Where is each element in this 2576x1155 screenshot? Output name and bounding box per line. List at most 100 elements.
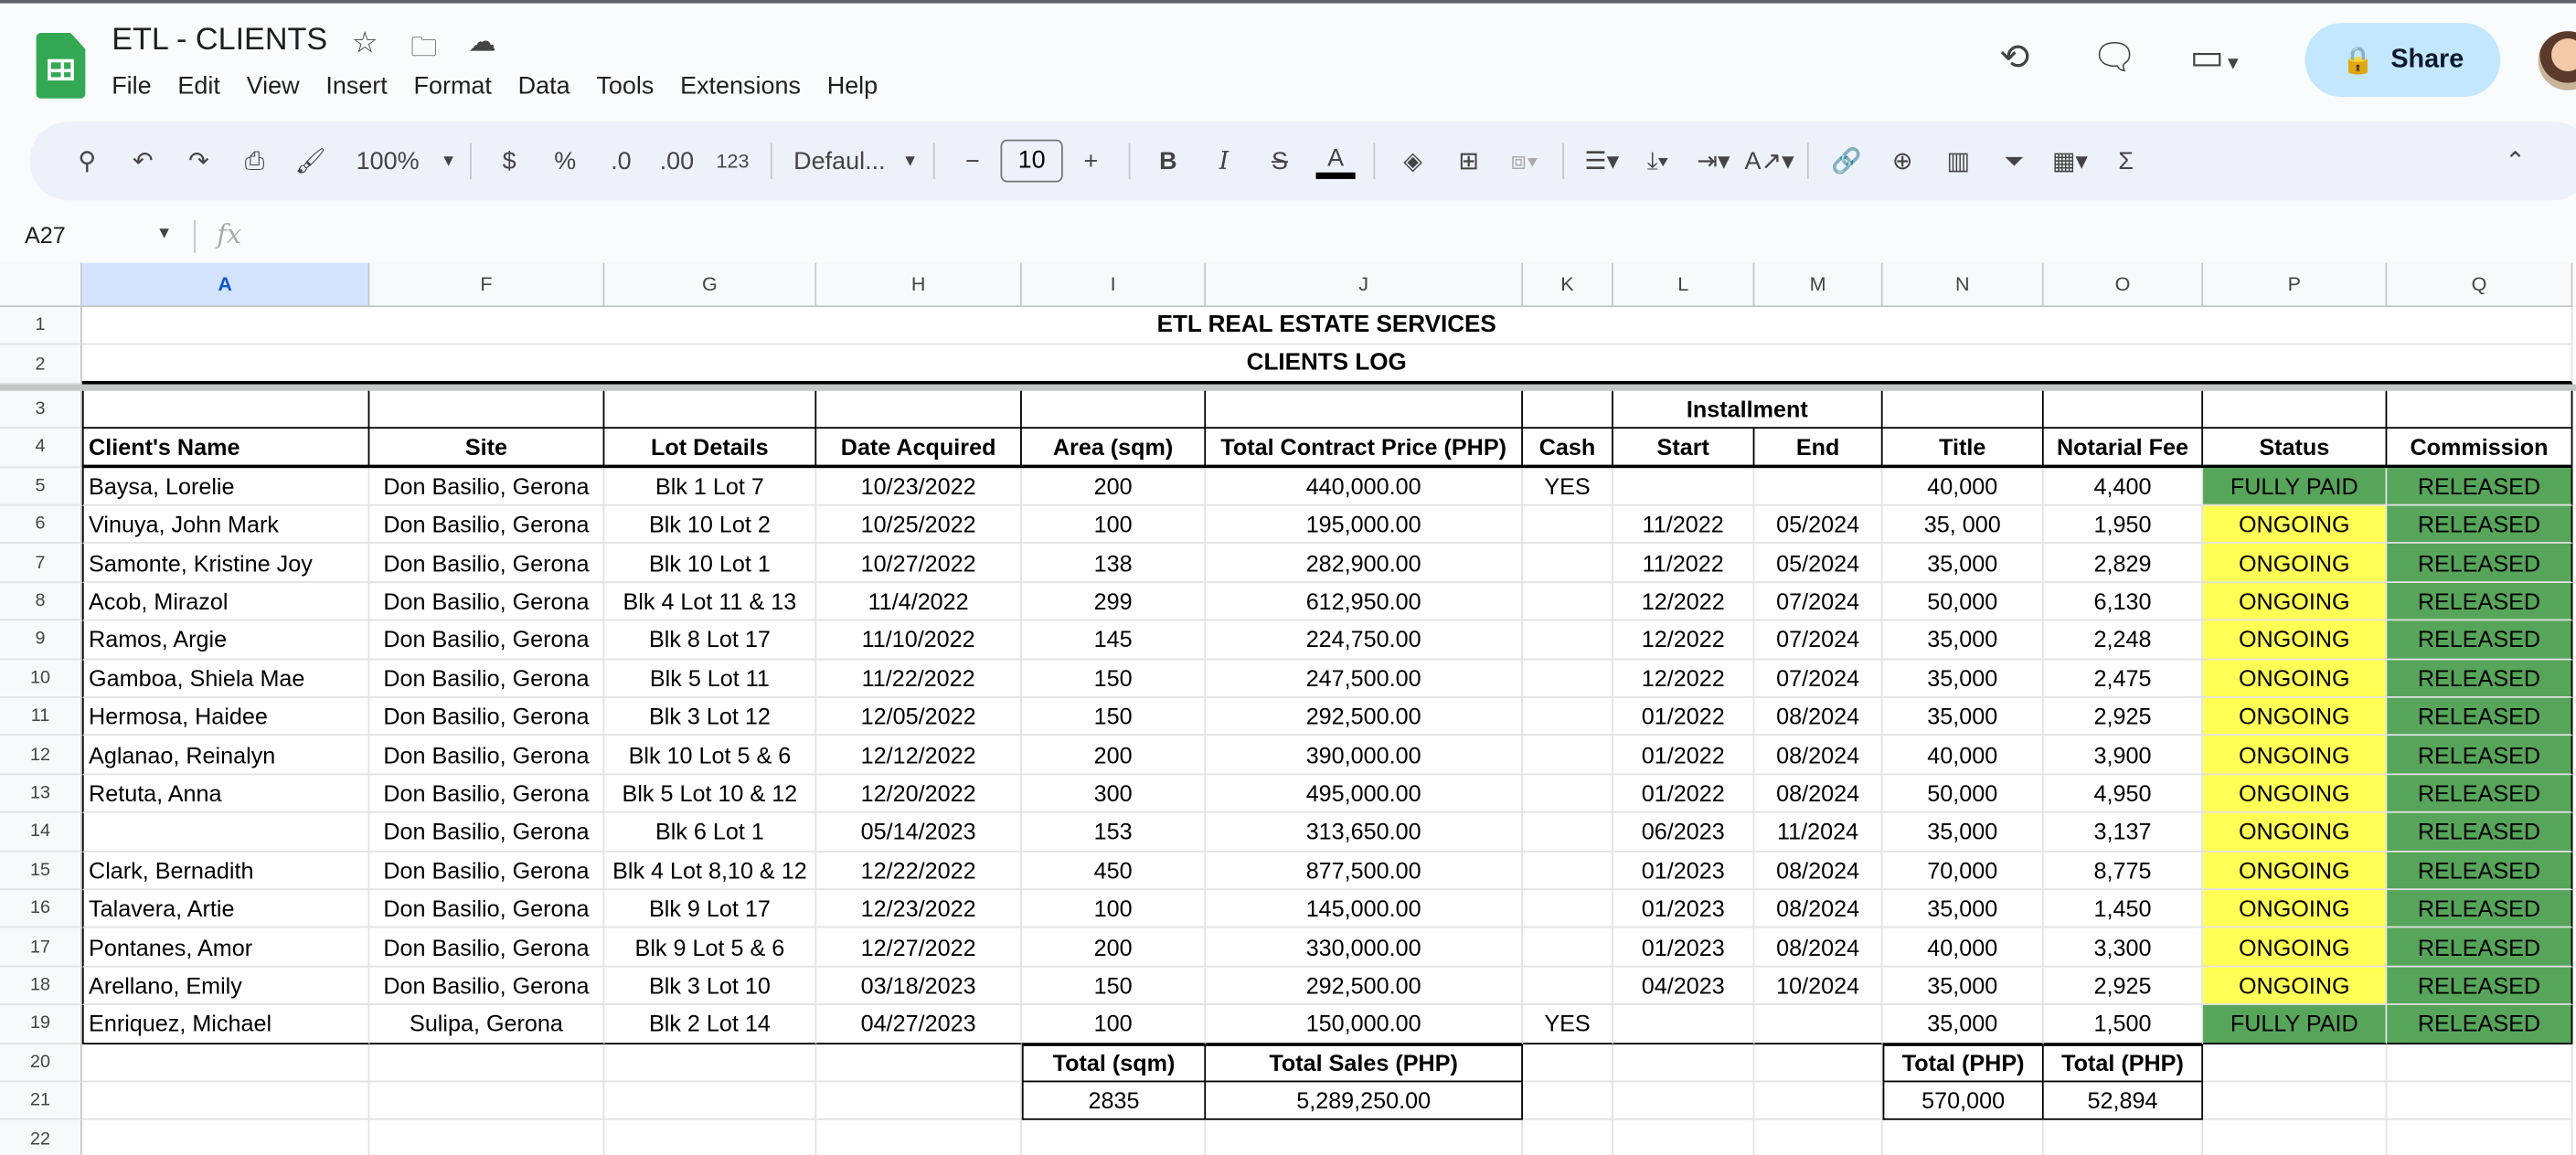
notarial-fee[interactable]: 2,925 [2043,967,2204,1006]
area[interactable]: 145 [1021,620,1207,660]
total-contract-price[interactable]: 440,000.00 [1206,467,1524,506]
client-name[interactable]: Gamboa, Shiela Mae [81,659,370,698]
status-badge[interactable]: ONGOING [2203,890,2388,929]
cell-A21[interactable] [81,1082,370,1121]
row-header-6[interactable]: 6 [0,505,82,545]
cell-A20[interactable] [81,1044,370,1083]
cell-K20[interactable] [1523,1044,1613,1083]
cash[interactable]: YES [1523,467,1613,506]
commission-badge[interactable]: RELEASED [2387,582,2573,621]
status-badge[interactable]: ONGOING [2203,967,2388,1006]
area[interactable]: 200 [1021,736,1207,775]
installment-end[interactable]: 11/2024 [1754,812,1883,852]
totals-sales-value[interactable]: 5,289,250.00 [1206,1082,1524,1121]
cloud-saved-icon[interactable]: ☁ [468,26,496,58]
cash[interactable] [1523,736,1613,775]
row-header-10[interactable]: 10 [0,659,82,698]
search-icon[interactable]: ⚲ [78,147,97,176]
text-color-icon[interactable]: A [1315,143,1356,178]
menu-help[interactable]: Help [826,72,878,101]
site[interactable]: Don Basilio, Gerona [369,812,605,852]
client-name[interactable]: Vinuya, John Mark [81,505,370,545]
title-fee[interactable]: 40,000 [1882,928,2044,968]
row-header-16[interactable]: 16 [0,890,82,929]
title-fee[interactable]: 35,000 [1882,967,2044,1006]
cell-K3[interactable] [1523,390,1613,429]
status-badge[interactable]: ONGOING [2203,582,2388,621]
column-header-J[interactable]: J [1206,262,1524,308]
column-header-O[interactable]: O [2043,262,2204,308]
cash[interactable]: YES [1523,1005,1613,1044]
cell-F4[interactable]: Site [369,429,605,468]
area[interactable]: 100 [1021,890,1207,929]
area[interactable]: 150 [1021,659,1207,698]
version-history-icon[interactable]: ⟲ [1999,36,2030,78]
site[interactable]: Don Basilio, Gerona [369,505,605,545]
commission-badge[interactable]: RELEASED [2387,544,2573,583]
row-header-4[interactable]: 4 [0,429,82,468]
installment-end[interactable]: 08/2024 [1754,774,1883,813]
increase-font-size-button[interactable]: + [1083,146,1099,175]
notarial-fee[interactable]: 3,300 [2043,928,2204,968]
column-header-I[interactable]: I [1021,262,1207,308]
title-fee[interactable]: 35,000 [1882,659,2044,698]
notarial-fee[interactable]: 4,400 [2043,467,2204,506]
area[interactable]: 150 [1021,967,1207,1006]
star-icon[interactable]: ☆ [351,26,378,59]
client-name[interactable]: Enriquez, Michael [81,1005,370,1044]
formula-input[interactable] [263,222,2530,251]
cell-Q20[interactable] [2387,1044,2573,1083]
date-acquired[interactable]: 12/23/2022 [816,890,1022,929]
row-header-2[interactable]: 2 [0,345,82,385]
cell-Q22[interactable] [2387,1120,2573,1155]
area[interactable]: 100 [1021,1005,1207,1044]
lot-details[interactable]: Blk 6 Lot 1 [604,812,817,852]
status-badge[interactable]: FULLY PAID [2203,1005,2388,1044]
avatar[interactable] [2538,31,2576,90]
paint-format-icon[interactable]: 🖌 [294,147,326,176]
menu-insert[interactable]: Insert [325,72,388,101]
client-name[interactable]: Talavera, Artie [81,890,370,929]
insert-link-icon[interactable]: 🔗 [1831,147,1862,176]
installment-end[interactable]: 07/2024 [1754,582,1883,621]
cash[interactable] [1523,582,1613,621]
site[interactable]: Don Basilio, Gerona [369,544,605,583]
installment-end[interactable]: 10/2024 [1754,967,1883,1006]
cell-H20[interactable] [816,1044,1022,1083]
lot-details[interactable]: Blk 10 Lot 1 [604,544,817,583]
notarial-fee[interactable]: 3,900 [2043,736,2204,775]
filter-views-icon[interactable]: ▦▾ [2051,147,2088,176]
notarial-fee[interactable]: 4,950 [2043,774,2204,813]
installment-end[interactable]: 08/2024 [1754,697,1883,736]
collapse-toolbar-icon[interactable]: ⌃ [2505,147,2526,176]
site[interactable]: Don Basilio, Gerona [369,967,605,1006]
notarial-fee[interactable]: 2,248 [2043,620,2204,660]
title-fee[interactable]: 35,000 [1882,890,2044,929]
menu-format[interactable]: Format [413,72,492,101]
commission-badge[interactable]: RELEASED [2387,505,2573,545]
title-fee[interactable]: 35,000 [1882,812,2044,852]
status-badge[interactable]: FULLY PAID [2203,467,2388,506]
cell-P21[interactable] [2203,1082,2388,1121]
lot-details[interactable]: Blk 9 Lot 5 & 6 [604,928,817,968]
undo-icon[interactable]: ↶ [133,147,154,176]
area[interactable]: 150 [1021,697,1207,736]
notarial-fee[interactable]: 1,500 [2043,1005,2204,1044]
client-name[interactable]: Ramos, Argie [81,620,370,660]
row-header-3[interactable]: 3 [0,390,82,429]
cash[interactable] [1523,967,1613,1006]
cell-L4[interactable]: Start [1613,429,1755,468]
cell-H21[interactable] [816,1082,1022,1121]
row-header-9[interactable]: 9 [0,620,82,660]
lot-details[interactable]: Blk 5 Lot 11 [604,659,817,698]
row-header-15[interactable]: 15 [0,852,82,891]
total-contract-price[interactable]: 292,500.00 [1206,697,1524,736]
status-badge[interactable]: ONGOING [2203,812,2388,852]
area[interactable]: 299 [1021,582,1207,621]
installment-end[interactable]: 08/2024 [1754,852,1883,891]
spreadsheet-grid[interactable]: A F G H I J K L M N O P Q 1 2 3 4 5 6 7 8 9 10 11 12 13 14 15 16 17 18… [0,262,2576,1155]
strikethrough-icon[interactable]: S [1272,146,1289,175]
cell-J3[interactable] [1206,390,1524,429]
installment-start[interactable]: 11/2022 [1613,544,1755,583]
notarial-fee[interactable]: 1,450 [2043,890,2204,929]
